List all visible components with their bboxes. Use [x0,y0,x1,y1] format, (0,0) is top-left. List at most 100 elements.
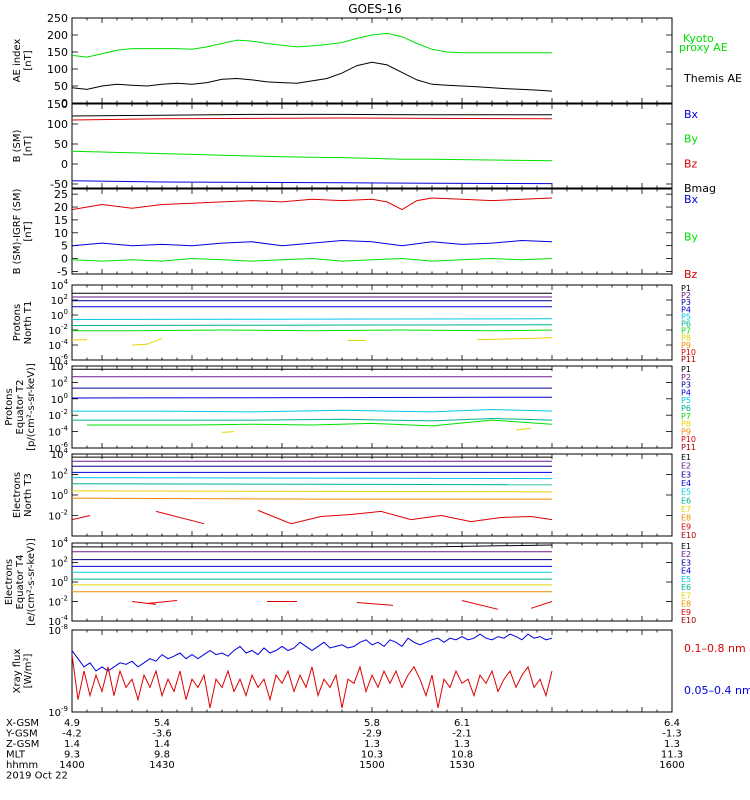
series-line-red [131,601,157,605]
ephemeris-value: 1400 [59,760,84,771]
y-tick-label: 150 [47,46,68,59]
legend-entry: P10 [681,348,696,357]
legend-entry: P5 [681,312,691,321]
ephemeris-value: 1.4 [64,739,80,750]
series-line-yellow [72,490,553,493]
y-axis-label: Protons [4,388,15,425]
ephemeris-value: -1.3 [662,729,682,740]
y-tick-label: 102 [51,468,68,482]
legend-entry: E1 [681,453,691,462]
legend-entry: Bz [684,157,698,170]
ephemeris-value: 1.4 [154,739,170,750]
series-line-yellow [515,427,532,431]
legend-entry: E7 [681,591,691,600]
y-tick-label-exponent: 2 [64,293,68,301]
ephemeris-row-label: Y-GSM [5,729,38,740]
series-line-red [461,600,499,610]
y-tick-label: 25 [54,188,68,201]
y-axis-label: Equator T2 [15,380,26,435]
legend-entry: Bx [684,108,699,121]
legend-entry: E3 [681,558,691,567]
series-line-black [72,61,553,92]
series-line-green [72,329,553,332]
series-line-red [257,509,553,525]
y-tick-label: 104 [51,536,69,550]
legend-entry: E5 [681,575,691,584]
series-line-green [72,257,553,262]
y-tick-label-base: 10 [48,326,61,337]
y-tick-label-base: 10 [51,311,64,322]
series-line-blue [72,633,553,672]
legend-entry: E9 [681,608,691,617]
y-axis-label: AE index [12,39,23,83]
y-tick-label: 10-4 [48,425,68,439]
y-axis-label: Protons [12,304,23,341]
y-tick-label-exponent: 4 [64,536,69,544]
y-tick-label: 100 [51,488,68,502]
y-tick-label: 104 [51,278,69,292]
y-tick-label-exponent: -2 [61,323,68,331]
y-tick-label-exponent: 4 [64,359,69,367]
legend-entry: E1 [681,542,691,551]
y-tick-label-exponent: -2 [61,595,68,603]
ephemeris-value: 1500 [359,760,384,771]
legend-entry: Kyoto [683,32,714,45]
date-label: 2019 Oct 22 [6,771,68,782]
y-tick-label-base: 10 [48,411,61,422]
y-tick-label: 10-4 [48,614,68,628]
y-axis-label: [nT] [23,221,34,241]
series-line-red [530,601,553,609]
y-tick-label-base: 10 [48,428,61,439]
legend-entry: E2 [681,550,691,559]
panel-frame [71,629,673,713]
y-tick-label-exponent: 2 [64,468,68,476]
y-axis-label: B (SM)-IGRF (SM) [12,189,23,275]
y-tick-label-exponent: 4 [64,447,69,455]
y-tick-label: 0 [61,97,68,110]
y-tick-label-exponent: 0 [64,488,68,496]
y-tick-label: -5 [57,265,68,278]
y-axis-label: Electrons [4,559,15,605]
ephemeris-value: 6.1 [454,718,470,729]
y-tick-label-exponent: -4 [61,338,69,346]
series-line-orange [72,497,552,500]
y-tick-label: 200 [47,29,68,42]
y-tick-label-exponent: -2 [61,408,68,416]
ephemeris-value: 9.3 [64,750,80,761]
ephemeris-value: 10.8 [451,750,473,761]
y-tick-label-base: 10 [48,341,61,352]
y-tick-label-base: 10 [51,281,64,292]
y-tick-label-exponent: -2 [61,509,68,517]
y-tick-label: 100 [47,118,68,131]
y-tick-label-base: 10 [51,539,64,550]
y-tick-label-base: 10 [48,444,61,455]
legend-entry: E6 [681,496,691,505]
y-axis-label: [nT] [23,136,34,156]
y-tick-label: 10-2 [48,509,68,523]
series-line-red [72,117,553,121]
y-tick-label: 102 [51,375,68,389]
legend-entry: By [684,231,699,244]
legend-entry: E10 [681,616,696,625]
legend-entry: Themis AE [683,72,742,85]
series-line-yellow [476,337,553,341]
panel-frame [71,284,673,361]
legend-entry: P8 [681,420,691,429]
y-tick-label-base: 10 [51,578,64,589]
legend-entry: P9 [681,427,691,436]
y-tick-label: 5 [61,240,68,253]
legend-entry: E8 [681,600,691,609]
y-axis-label: [p/(cm²-s-sr-keV)] [26,363,37,451]
legend-entry: E7 [681,505,691,514]
ephemeris-value: 4.9 [64,718,80,729]
y-tick-label: 10 [54,227,68,240]
y-axis-label: Equator T4 [15,555,26,610]
y-tick-label-base: 10 [51,296,64,307]
legend-entry: 0.05–0.4 nm [684,684,750,697]
